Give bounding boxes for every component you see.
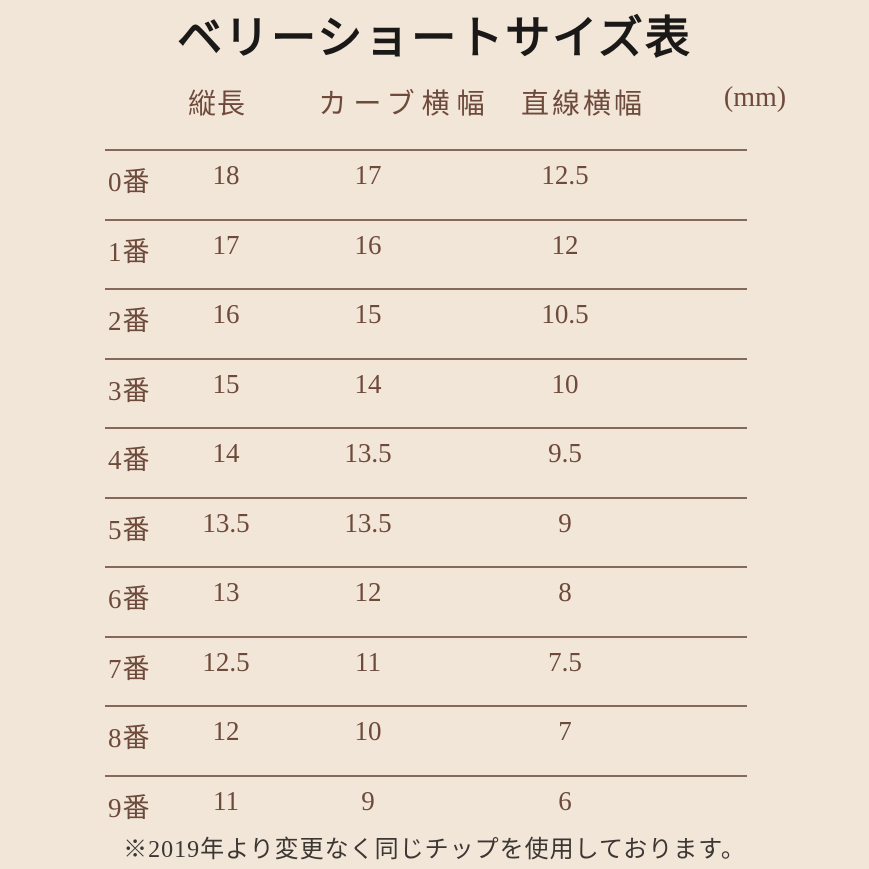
row-label: 4番 [108,445,151,475]
cell-vertical-length: 16 [212,299,240,329]
cell-straight-width: 7.5 [548,646,582,677]
row-label: 9番 [108,792,151,823]
row-label: 0番 [108,167,151,197]
row-label: 2番 [108,306,151,336]
cell-curve-width: 13.5 [344,438,392,468]
footnote: ※2019年より変更なく同じチップを使用しております。 [123,837,746,863]
row-label: 1番 [108,236,151,267]
cell-curve-width: 17 [354,160,382,190]
cell-vertical-length: 13.5 [202,507,250,538]
cell-vertical-length: 14 [212,438,240,468]
size-table: 0番 18 17 12.5 1番 17 16 12 2番 16 15 10.5 3番 15 14 10 4番 14… [105,149,747,830]
row-label: 8番 [108,723,151,753]
table-row: 7番 12.5 11 7.5 [105,635,747,706]
table-row: 5番 13.5 13.5 9 [105,496,747,567]
cell-vertical-length: 17 [212,229,240,260]
cell-curve-width: 9 [361,785,375,816]
cell-curve-width: 13.5 [344,507,392,538]
table-header: 縦長 カーブ横幅 直線横幅 (mm) [0,82,869,120]
table-row: 3番 15 14 10 [105,357,747,428]
table-row: 8番 12 10 7 [105,705,747,775]
row-label: 3番 [108,375,151,406]
cell-straight-width: 10 [551,368,579,399]
cell-curve-width: 10 [354,716,382,746]
cell-vertical-length: 12.5 [202,646,250,677]
cell-curve-width: 14 [354,368,382,399]
cell-curve-width: 15 [354,299,382,329]
cell-straight-width: 12 [551,229,579,260]
cell-vertical-length: 12 [212,716,240,746]
cell-vertical-length: 13 [212,577,240,607]
cell-straight-width: 7 [558,716,572,746]
cell-curve-width: 12 [354,577,382,607]
row-label: 6番 [108,584,151,614]
cell-curve-width: 11 [355,646,381,677]
column-header-straight-width: 直線横幅 [520,89,646,120]
cell-vertical-length: 11 [213,785,239,816]
cell-straight-width: 12.5 [541,160,589,190]
cell-vertical-length: 15 [212,368,240,399]
cell-vertical-length: 18 [212,160,240,190]
table-row: 4番 14 13.5 9.5 [105,427,747,497]
row-label: 7番 [108,653,151,684]
cell-straight-width: 8 [558,577,572,607]
row-label: 5番 [108,514,151,545]
cell-straight-width: 6 [558,785,572,816]
cell-straight-width: 10.5 [541,299,589,329]
column-header-curve-width: カーブ横幅 [318,89,492,120]
page-title: ベリーショートサイズ表 [177,12,692,63]
cell-straight-width: 9 [558,507,572,538]
cell-straight-width: 9.5 [548,438,582,468]
cell-curve-width: 16 [354,229,382,260]
table-row: 9番 11 9 6 [105,774,747,830]
column-header-vertical-length: 縦長 [187,89,247,120]
table-row: 1番 17 16 12 [105,218,747,289]
unit-label: (mm) [723,82,787,113]
table-row: 0番 18 17 12.5 [105,149,747,219]
table-row: 6番 13 12 8 [105,566,747,636]
table-row: 2番 16 15 10.5 [105,288,747,358]
